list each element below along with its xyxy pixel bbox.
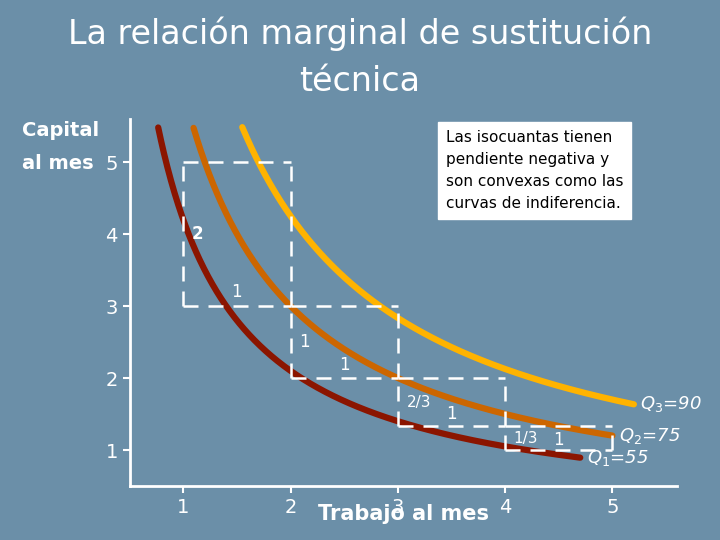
Text: $Q_2$=75: $Q_2$=75: [619, 426, 680, 446]
Text: Capital: Capital: [22, 122, 99, 140]
Text: técnica: técnica: [300, 65, 420, 98]
Text: 2/3: 2/3: [406, 395, 431, 409]
Text: La relación marginal de sustitución: La relación marginal de sustitución: [68, 16, 652, 51]
Text: Trabajo al mes: Trabajo al mes: [318, 504, 489, 524]
Text: al mes: al mes: [22, 154, 93, 173]
Text: 1: 1: [446, 405, 456, 423]
Text: Las isocuantas tienen
pendiente negativa y
son convexas como las
curvas de indif: Las isocuantas tienen pendiente negativa…: [446, 130, 624, 211]
Text: 1: 1: [339, 356, 349, 374]
Text: $Q_1$=55: $Q_1$=55: [587, 448, 648, 468]
Text: 1: 1: [554, 430, 564, 449]
Text: 1/3: 1/3: [513, 430, 539, 445]
Text: 1: 1: [299, 333, 310, 351]
Text: 1: 1: [232, 283, 242, 301]
Text: 2: 2: [192, 225, 204, 243]
Text: $Q_3$=90: $Q_3$=90: [640, 394, 702, 414]
